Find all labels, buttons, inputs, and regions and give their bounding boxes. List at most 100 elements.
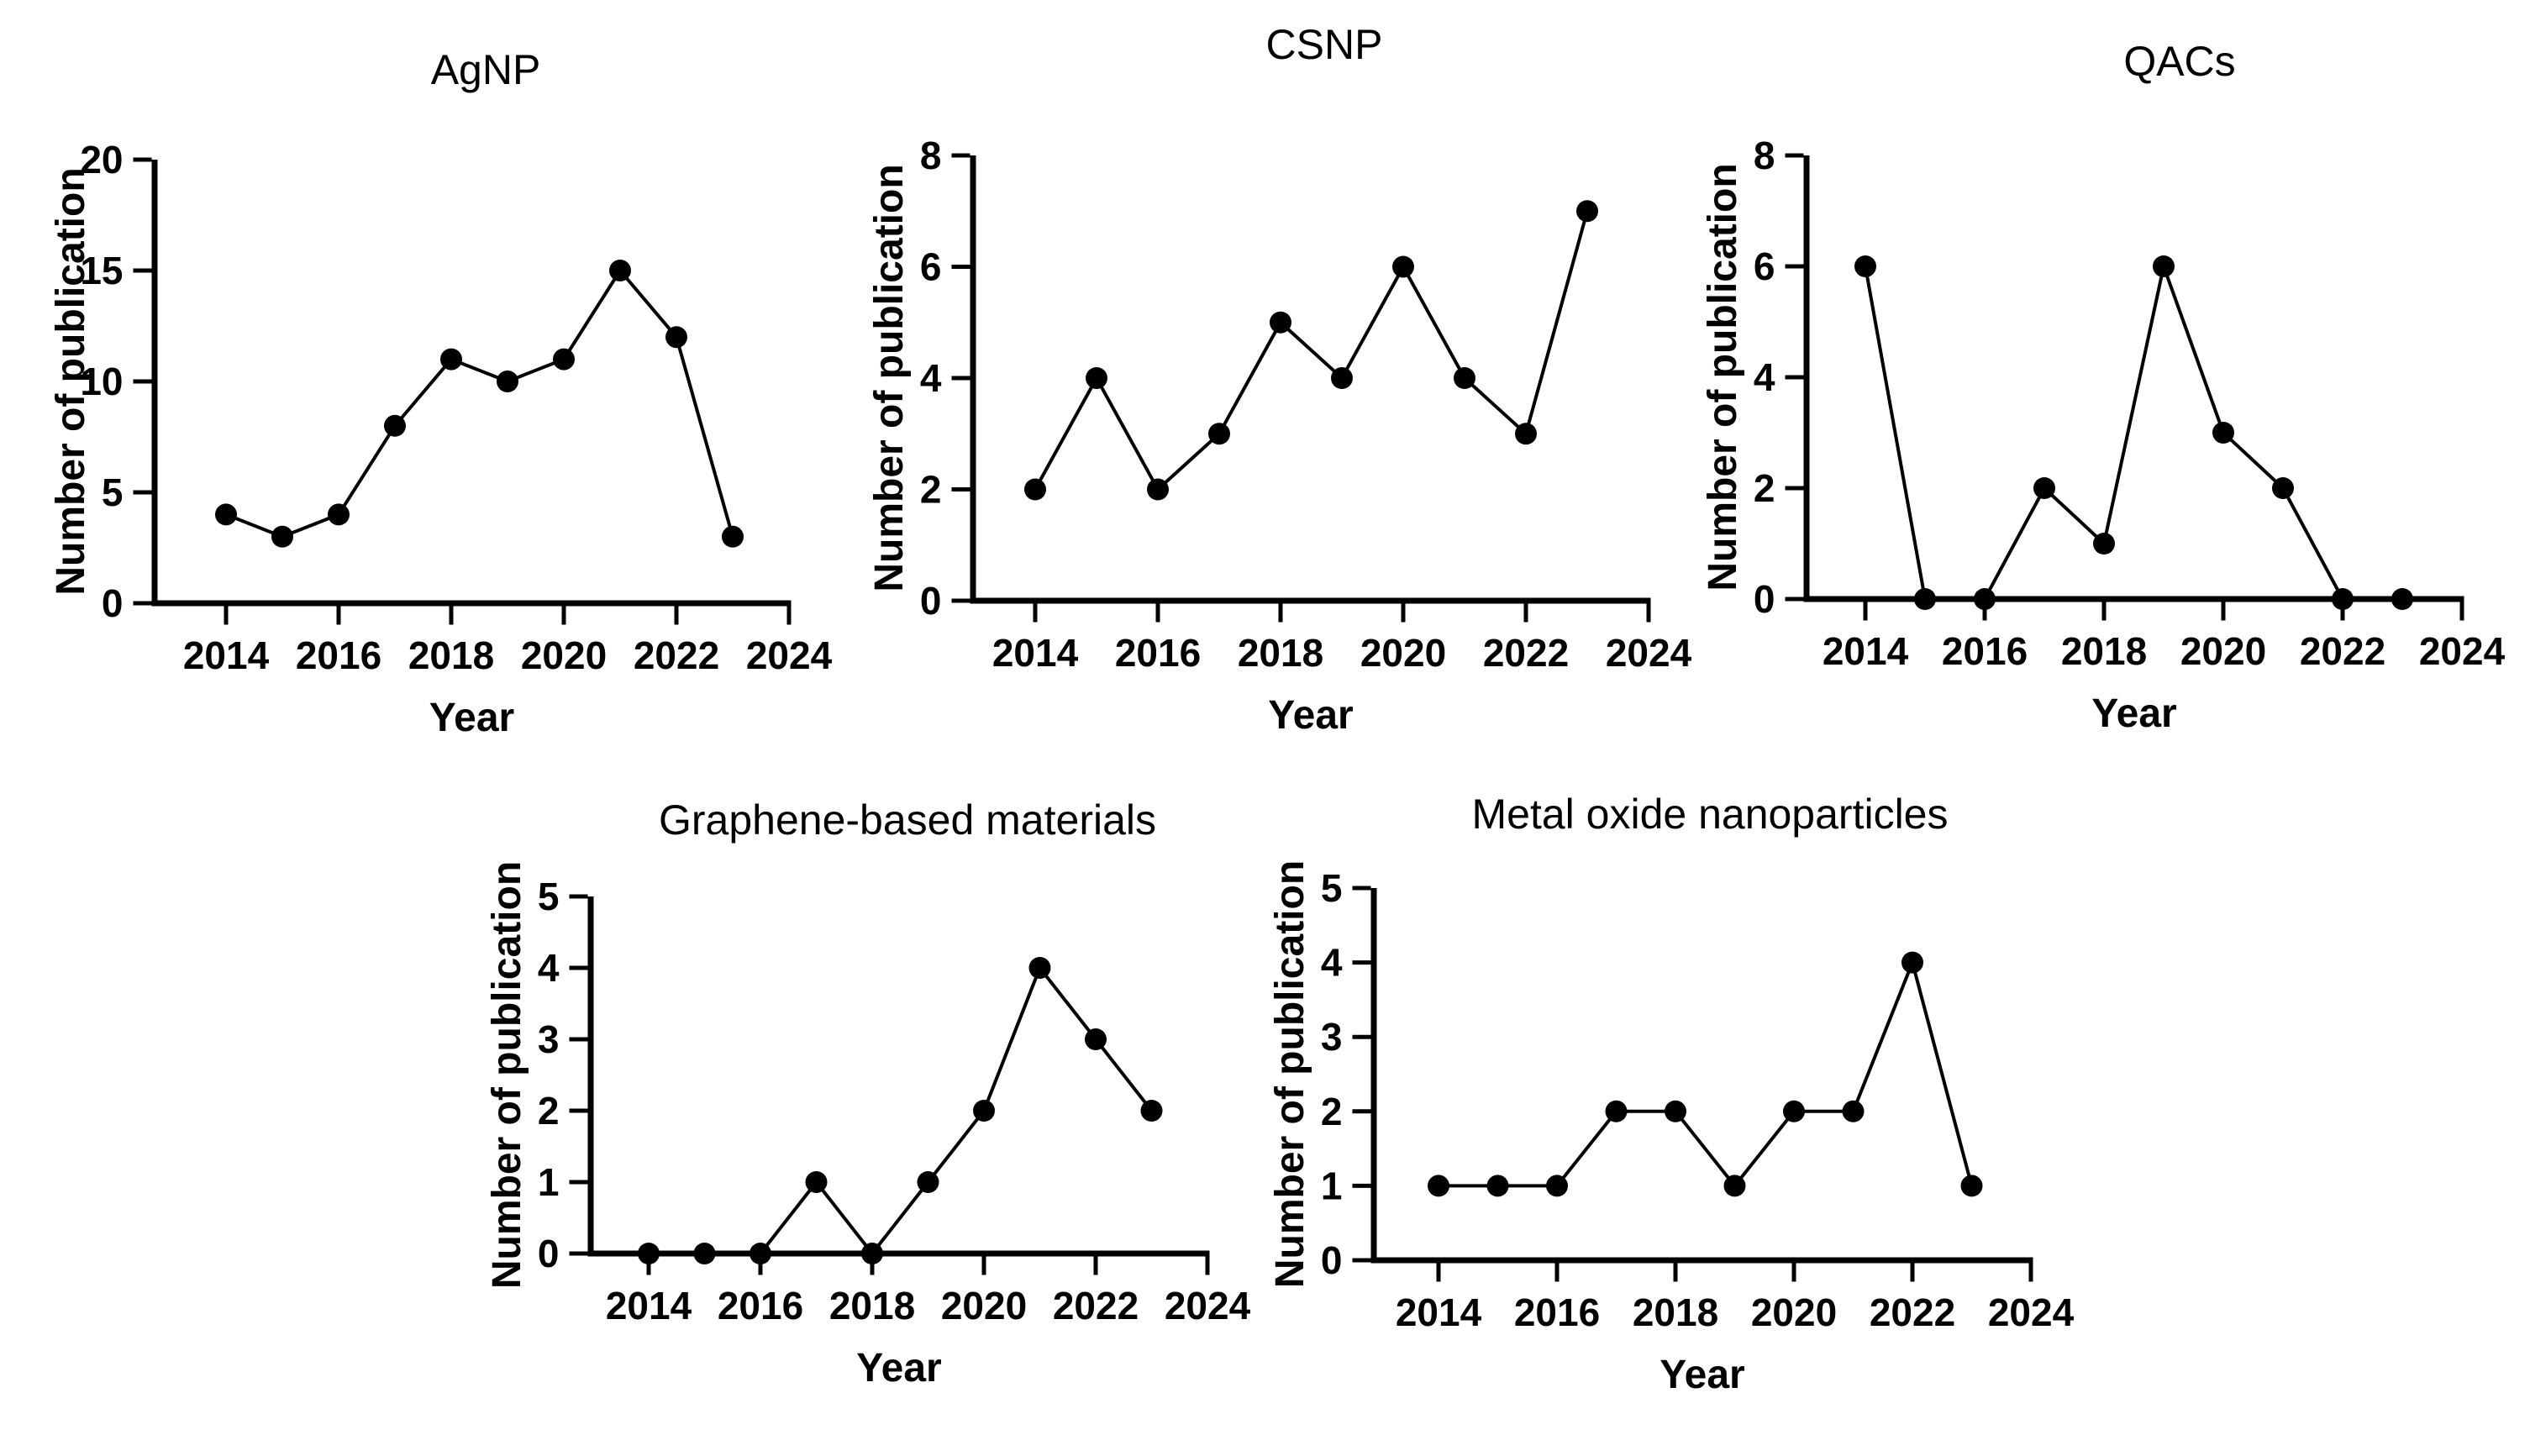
x-tick-label: 2016 — [1115, 631, 1201, 675]
y-tick-label: 2 — [538, 1089, 560, 1133]
chart-csnp: CSNP Number of publication Year 0 2 4 6 8 2014 20… — [867, 21, 1692, 738]
x-tick-label: 2020 — [941, 1284, 1027, 1327]
y-tick-label: 2 — [1754, 466, 1775, 510]
data-point — [1665, 1100, 1686, 1122]
data-point — [750, 1243, 771, 1264]
y-tick-label: 5 — [538, 875, 560, 918]
x-tick-label: 2016 — [1514, 1290, 1600, 1334]
data-point — [1783, 1100, 1805, 1122]
data-point — [1842, 1100, 1865, 1122]
data-point — [1723, 1175, 1746, 1197]
y-tick-label: 0 — [920, 579, 942, 623]
data-point — [1454, 367, 1475, 389]
data-point — [693, 1243, 716, 1264]
x-tick-label: 2016 — [718, 1284, 803, 1327]
data-point — [665, 326, 687, 349]
x-tick-label: 2018 — [829, 1284, 915, 1327]
data-point — [1270, 311, 1291, 334]
trend-line — [1864, 260, 2402, 601]
x-axis-label: Year — [856, 1346, 941, 1390]
x-axis-label: Year — [429, 696, 514, 740]
x-tick-label: 2020 — [2180, 629, 2266, 673]
data-point — [1914, 588, 1936, 610]
chart-metal-oxide-nanoparticles: Metal oxide nanoparticles Number of publi… — [1268, 791, 2075, 1397]
data-point — [1140, 1100, 1163, 1122]
data-point — [1960, 1175, 1983, 1197]
chart-qacs: QACs Number of publication Year 0 2 4 6 8 2014 20… — [1701, 38, 2506, 736]
data-point — [1605, 1100, 1628, 1122]
data-point — [2093, 533, 2115, 555]
y-tick-label: 0 — [102, 581, 124, 625]
chart-title: Graphene-based materials — [659, 796, 1156, 844]
data-point — [2332, 588, 2354, 610]
data-point — [1392, 255, 1414, 278]
y-tick-label: 8 — [1754, 134, 1775, 177]
y-tick-label: 4 — [1321, 941, 1343, 985]
data-point — [1208, 423, 1230, 445]
data-point — [271, 525, 293, 548]
x-tick-label: 2016 — [296, 633, 381, 677]
data-point — [1901, 951, 1923, 974]
y-axis-label: Number of publication — [49, 167, 93, 595]
y-tick-label: 10 — [80, 360, 123, 403]
data-point — [2391, 588, 2413, 610]
x-tick-label: 2016 — [1942, 629, 2028, 673]
data-point — [1974, 588, 1996, 610]
chart-agnp: AgNP Number of publication Year 0 5 10 15 20 201… — [49, 46, 833, 740]
x-tick-label: 2014 — [1396, 1290, 1482, 1334]
x-tick-label: 2020 — [521, 633, 607, 677]
data-point — [2153, 255, 2175, 277]
data-point — [440, 348, 462, 371]
data-point — [2212, 422, 2234, 444]
x-tick-label: 2022 — [2300, 629, 2385, 673]
y-tick-label: 20 — [80, 138, 123, 181]
y-tick-label: 0 — [1321, 1238, 1343, 1282]
data-point — [1515, 423, 1537, 445]
x-tick-label: 2024 — [1606, 631, 1692, 675]
data-point — [1085, 1028, 1107, 1050]
trend-line — [225, 267, 734, 539]
x-tick-label: 2020 — [1751, 1290, 1837, 1334]
x-tick-label: 2014 — [606, 1284, 692, 1327]
y-tick-label: 4 — [920, 356, 942, 400]
data-point — [722, 525, 744, 548]
data-point — [1086, 367, 1107, 389]
y-tick-label: 3 — [1321, 1015, 1343, 1059]
chart-title: CSNP — [1266, 21, 1383, 68]
data-point — [1546, 1175, 1568, 1197]
data-point — [1428, 1175, 1449, 1197]
chart-title: QACs — [2123, 38, 2235, 85]
data-point — [328, 503, 350, 526]
x-tick-label: 2018 — [408, 633, 494, 677]
y-axis-label: Number of publication — [485, 861, 529, 1289]
x-tick-label: 2022 — [1870, 1290, 1955, 1334]
x-tick-label: 2014 — [992, 631, 1079, 675]
trend-line — [1034, 210, 1589, 492]
data-point — [1854, 255, 1876, 277]
y-tick-label: 3 — [538, 1017, 560, 1061]
x-tick-label: 2024 — [1165, 1284, 1251, 1327]
data-point — [384, 414, 406, 437]
data-point — [1486, 1175, 1509, 1197]
y-tick-label: 0 — [538, 1232, 560, 1275]
data-point — [805, 1171, 828, 1193]
x-tick-label: 2020 — [1360, 631, 1446, 675]
y-tick-label: 5 — [102, 470, 124, 514]
data-point — [861, 1243, 883, 1264]
x-tick-label: 2014 — [183, 633, 270, 677]
data-point — [638, 1243, 660, 1264]
data-point — [2272, 477, 2294, 499]
y-tick-label: 1 — [1321, 1164, 1343, 1207]
y-tick-label: 6 — [920, 245, 942, 289]
data-point — [497, 371, 518, 392]
y-tick-label: 0 — [1754, 577, 1775, 621]
x-tick-label: 2018 — [2061, 629, 2147, 673]
chart-title: AgNP — [431, 46, 541, 93]
y-tick-label: 8 — [920, 134, 942, 177]
data-point — [1147, 478, 1169, 501]
x-tick-label: 2024 — [2419, 629, 2506, 673]
y-tick-label: 6 — [1754, 244, 1775, 288]
x-tick-label: 2018 — [1633, 1290, 1718, 1334]
y-tick-label: 5 — [1321, 866, 1343, 910]
